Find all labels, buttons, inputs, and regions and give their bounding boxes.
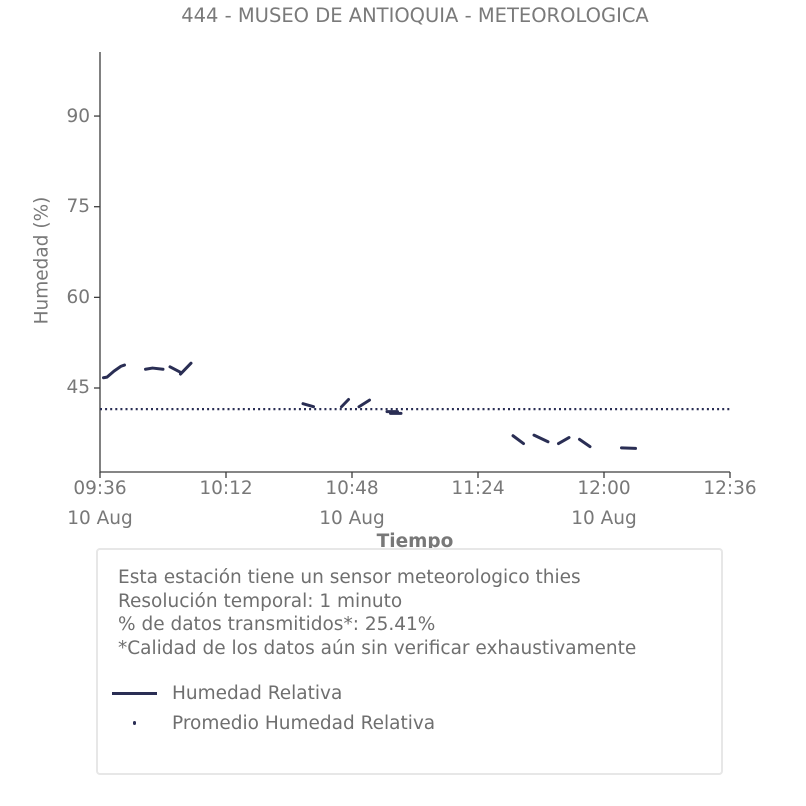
note-line-resolution: Resolución temporal: 1 minuto bbox=[118, 590, 403, 612]
x-axis-title: Tiempo bbox=[376, 531, 454, 552]
dot-swatch-icon bbox=[112, 721, 157, 725]
humedad-relativa-segment bbox=[168, 365, 182, 374]
x-tick-label-1200: 12:00 bbox=[577, 478, 631, 499]
legend-box: Esta estación tiene un sensor meteorolog… bbox=[96, 548, 723, 775]
x-tick-label-0936: 09:36 bbox=[73, 478, 127, 499]
note-line-quality: *Calidad de los datos aún sin verificar … bbox=[118, 637, 637, 659]
humedad-relativa-segment bbox=[340, 397, 350, 409]
humedad-relativa-segment bbox=[532, 433, 550, 444]
humedad-relativa-segment bbox=[102, 363, 126, 380]
station-note: Esta estación tiene un sensor meteorolog… bbox=[118, 566, 636, 660]
legend-entry-label: Promedio Humedad Relativa bbox=[172, 712, 436, 734]
humedad-relativa-segment bbox=[578, 437, 592, 449]
y-tick-label-90: 90 bbox=[66, 106, 90, 127]
humedad-relativa-segment bbox=[511, 434, 525, 446]
humedad-relativa-segment bbox=[179, 361, 193, 376]
humedad-relativa-segment bbox=[357, 398, 371, 409]
x-date-label-1: 10 Aug bbox=[67, 508, 133, 529]
line-swatch-icon bbox=[112, 691, 157, 695]
legend-entry-humedad-relativa[interactable]: Humedad Relativa bbox=[112, 678, 342, 708]
humedad-relativa-segment bbox=[301, 402, 315, 409]
chart-title: 444 - MUSEO DE ANTIOQUIA - METEOROLOGICA bbox=[181, 4, 649, 27]
y-tick-label-60: 60 bbox=[66, 287, 90, 308]
y-tick-label-45: 45 bbox=[66, 377, 90, 398]
note-line-sensor: Esta estación tiene un sensor meteorolog… bbox=[118, 567, 581, 588]
x-date-label-3: 10 Aug bbox=[571, 508, 637, 529]
humedad-relativa-segment bbox=[620, 446, 637, 450]
x-tick-label-1236: 12:36 bbox=[703, 478, 757, 499]
y-axis-title: Humedad (%) bbox=[31, 196, 53, 325]
humedad-relativa-segment bbox=[557, 436, 571, 446]
humedad-relativa-segment bbox=[144, 366, 165, 371]
x-tick-label-1048: 10:48 bbox=[325, 478, 379, 499]
x-tick-label-1012: 10:12 bbox=[199, 478, 253, 499]
y-tick-label-75: 75 bbox=[66, 196, 90, 217]
legend-entry-label: Humedad Relativa bbox=[172, 682, 343, 704]
x-date-label-2: 10 Aug bbox=[319, 508, 385, 529]
legend-entry-promedio-humedad[interactable]: Promedio Humedad Relativa bbox=[112, 708, 435, 738]
x-tick-label-1124: 11:24 bbox=[451, 478, 505, 499]
note-line-transmitted: % de datos transmitidos*: 25.41% bbox=[118, 614, 436, 635]
